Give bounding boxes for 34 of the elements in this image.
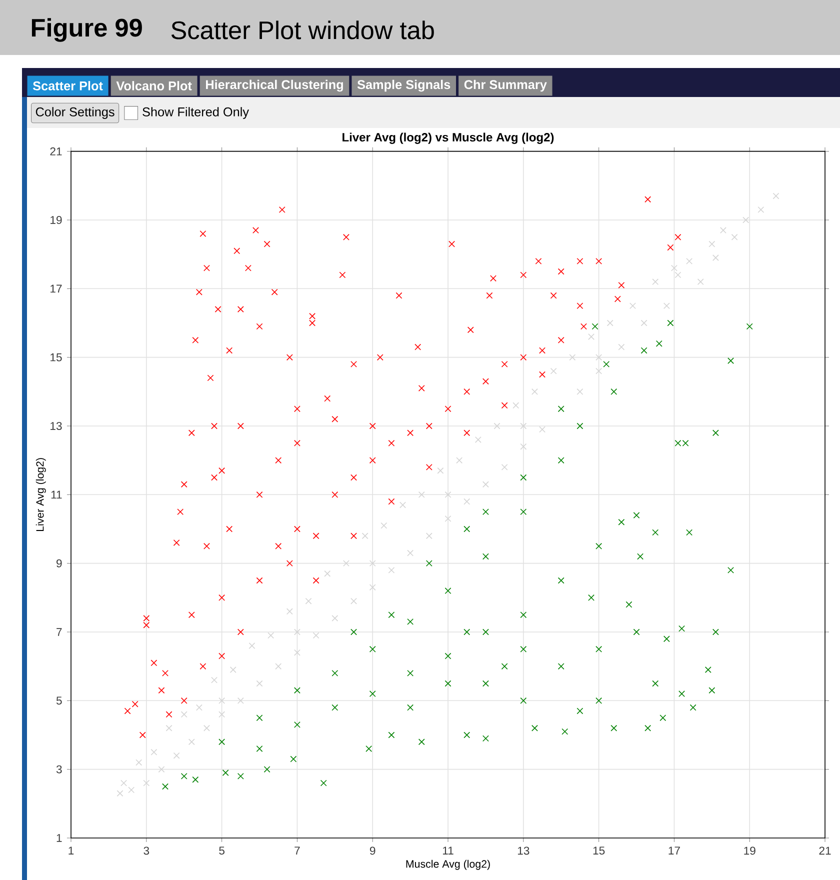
text: Sample Signals xyxy=(357,80,450,92)
x-tick-label: 3 xyxy=(144,846,150,855)
x-tick-label: 9 xyxy=(370,846,376,855)
y-tick-label: 3 xyxy=(56,765,62,774)
caption: Figure 99 xyxy=(32,18,142,42)
y-tick-label: 9 xyxy=(56,559,62,568)
y-tick-label: 11 xyxy=(51,490,62,499)
x-tick-label: 21 xyxy=(819,846,831,855)
y-tick-label: 21 xyxy=(50,147,62,156)
y-tick-label: 1 xyxy=(56,834,62,842)
y-tick-label: 19 xyxy=(50,216,62,224)
y-tick-label: 7 xyxy=(56,628,62,636)
text: Hierarchical Clustering xyxy=(206,80,343,92)
x-tick-label: 7 xyxy=(294,846,300,855)
text: Chr Summary xyxy=(464,80,547,92)
text: Scatter Plot window tab xyxy=(171,20,434,40)
y-tick-label: 13 xyxy=(50,422,62,430)
x-axis-title: Muscle Avg (log2) xyxy=(406,860,490,870)
x-tick-label: 13 xyxy=(518,846,530,855)
x-tick-label: 17 xyxy=(668,846,680,855)
y-tick-label: 5 xyxy=(56,696,62,705)
text: Volcano Plot xyxy=(116,81,192,90)
chart-title: Liver Avg (log2) vs Muscle Avg (log2) xyxy=(342,132,554,144)
text: Color Settings xyxy=(36,107,114,119)
text: Show Filtered Only xyxy=(142,107,249,119)
y-axis-title: Liver Avg (log2) xyxy=(36,458,46,532)
x-tick-label: 19 xyxy=(744,846,756,855)
x-tick-label: 5 xyxy=(219,846,224,855)
x-tick-label: 11 xyxy=(442,846,454,855)
y-tick-label: 17 xyxy=(50,284,62,293)
text: Scatter Plot xyxy=(32,81,103,90)
x-tick-label: 15 xyxy=(593,846,605,855)
y-tick-label: 15 xyxy=(50,353,62,362)
x-tick-label: 1 xyxy=(68,846,74,855)
